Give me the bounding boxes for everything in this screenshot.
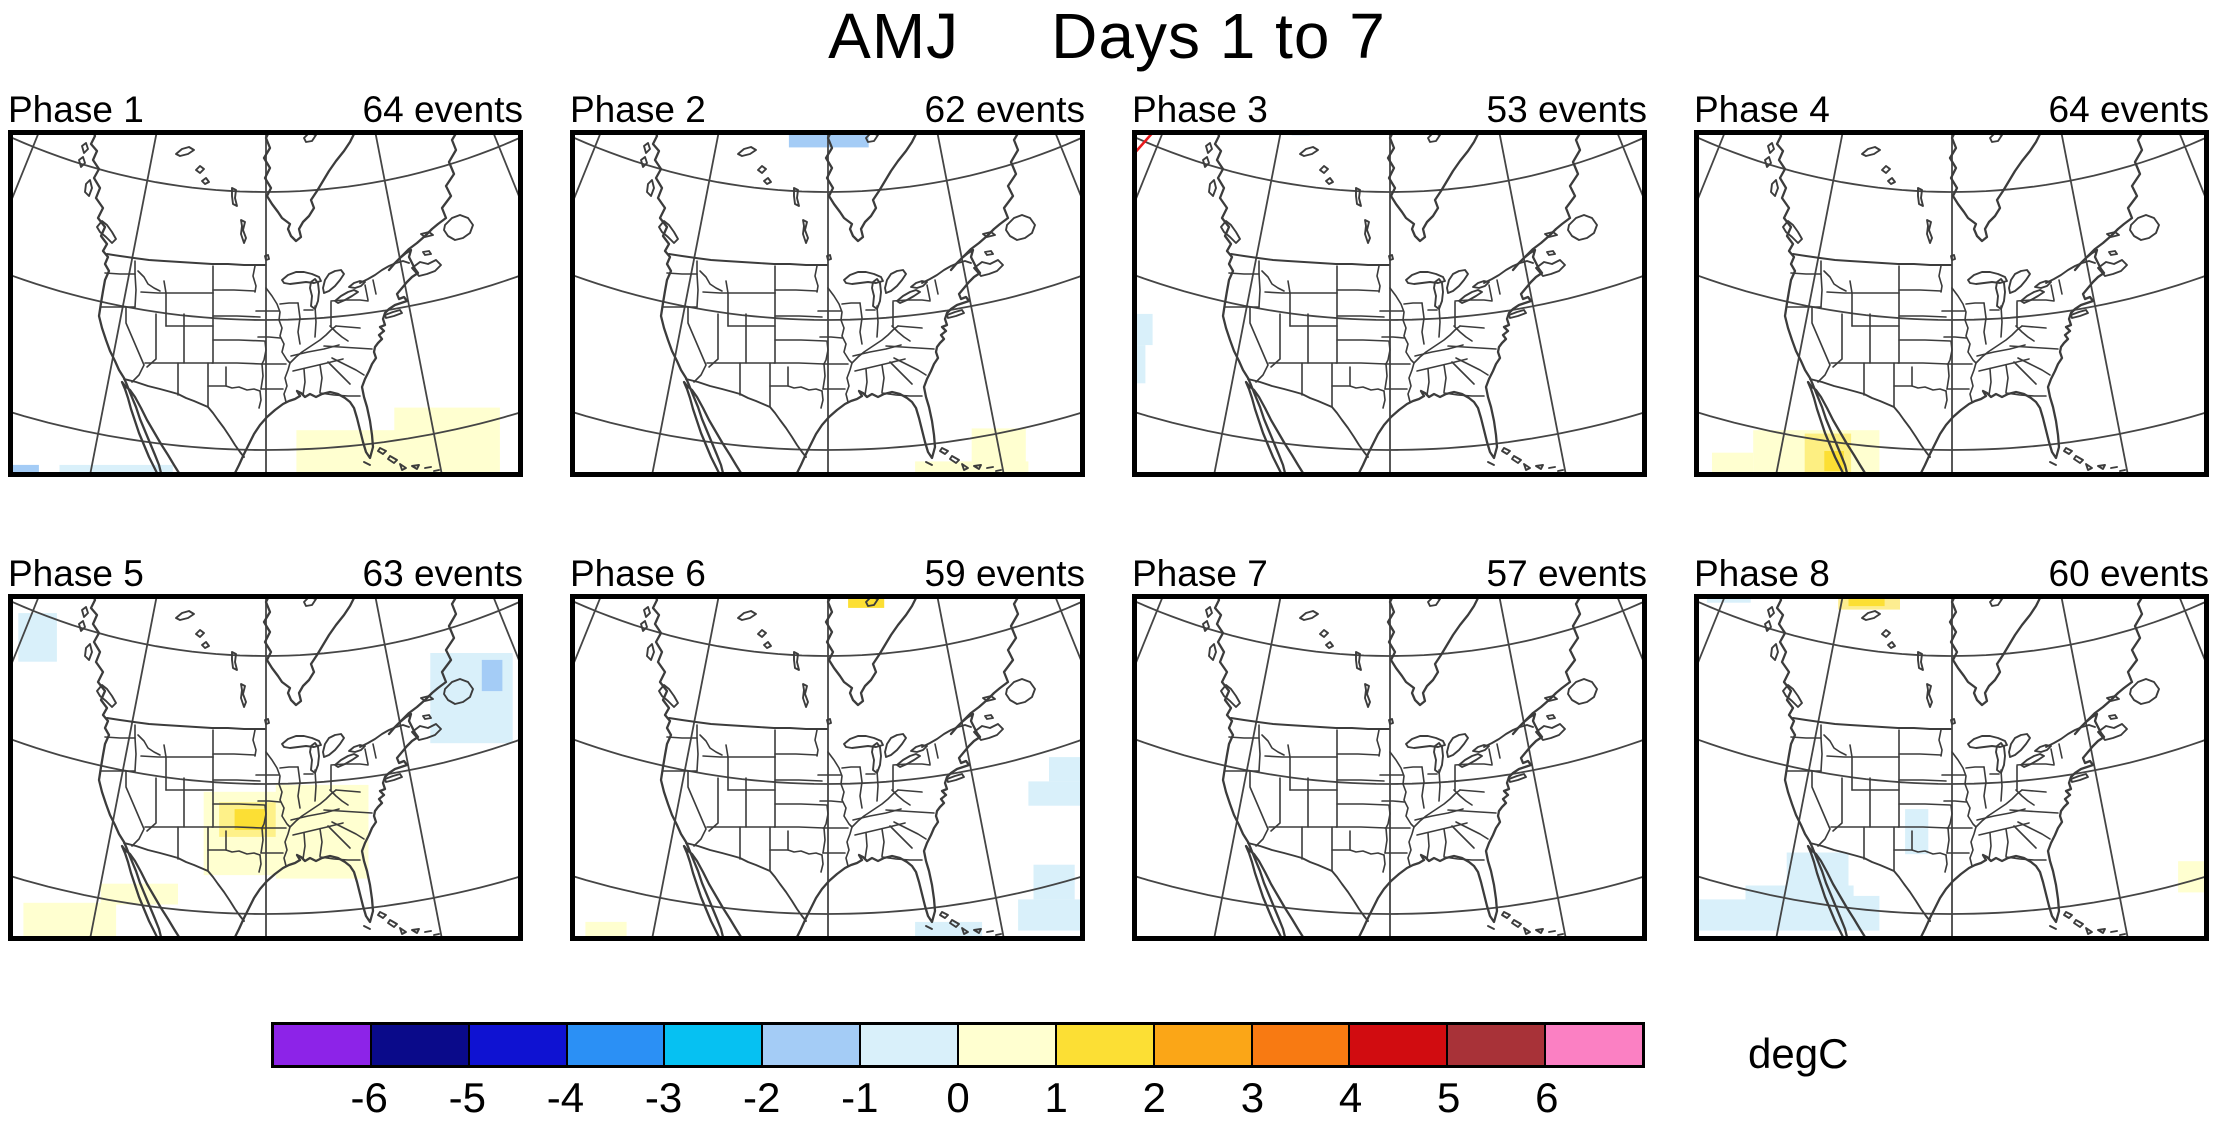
coastline-and-borders [1202,594,1598,941]
map-panel-phase-6: Phase 6 59 events [570,555,1085,941]
map-panel-phase-5: Phase 5 63 events [8,555,523,941]
panel-phase-label: Phase 2 [570,89,706,130]
colorbar-segment-12 [1446,1025,1545,1065]
colorbar-tick--2: -2 [743,1074,781,1121]
panel-phase-label: Phase 6 [570,553,706,594]
anomaly-patches [585,594,1085,940]
title-season: AMJ [828,0,960,72]
panel-header: Phase 4 64 events [1694,91,2209,129]
colorbar-tick--1: -1 [841,1074,879,1121]
colorbar-segment-10 [1250,1025,1349,1065]
panel-phase-label: Phase 8 [1694,553,1830,594]
colorbar-tick-4: 4 [1338,1074,1363,1121]
panel-phase-label: Phase 4 [1694,89,1830,130]
map-canvas [1132,130,1647,477]
graticule-lines [1132,594,1647,941]
colorbar-tick-0: 0 [946,1074,970,1121]
colorbar-tick-labels: -6 -5 -4 -3 -2 -1 0 1 2 3 4 5 6 [271,1074,1645,1121]
colorbar-segment-11 [1348,1025,1447,1065]
panel-header: Phase 6 59 events [570,555,1085,593]
colorbar-segment-3 [565,1025,664,1065]
colorbar-tick-5: 5 [1437,1074,1461,1121]
coastline-and-borders [78,130,474,477]
colorbar-segment-4 [663,1025,762,1065]
panel-events-label: 60 events [2048,553,2209,594]
graticule-lines [1694,130,2209,477]
panel-events-label: 63 events [362,553,523,594]
colorbar-segment-8 [1054,1025,1153,1065]
graticule-lines [1694,594,2209,941]
panel-events-label: 64 events [362,89,523,130]
colorbar-segment-5 [761,1025,860,1065]
map-panel-phase-3: Phase 3 53 events [1132,91,1647,477]
graticule-lines [1132,130,1647,477]
map-panel-phase-2: Phase 2 62 events [570,91,1085,477]
panel-header: Phase 1 64 events [8,91,523,129]
colorbar-segment-13 [1544,1025,1643,1065]
figure-title: AMJ Days 1 to 7 [0,0,2214,72]
panel-events-label: 59 events [924,553,1085,594]
coastline-and-borders [640,130,1036,477]
colorbar-unit-label: degC [1748,1030,1849,1077]
colorbar-tick-3: 3 [1240,1074,1265,1121]
panel-phase-label: Phase 5 [8,553,144,594]
graticule-lines [8,130,523,477]
panel-phase-label: Phase 7 [1132,553,1268,594]
map-canvas [570,130,1085,477]
coastline-and-borders [78,594,474,941]
map-canvas [1694,130,2209,477]
colorbar [271,1022,1645,1068]
title-period: Days 1 to 7 [1051,0,1386,72]
colorbar-segment-7 [957,1025,1055,1065]
colorbar-tick--4: -4 [546,1074,585,1121]
graticule-lines [8,594,523,941]
graticule-lines [570,594,1085,941]
panel-events-label: 57 events [1486,553,1647,594]
colorbar-tick-6: 6 [1535,1074,1559,1121]
map-canvas [570,594,1085,941]
panel-events-label: 62 events [924,89,1085,130]
map-canvas [8,594,523,941]
coastline-and-borders [1202,130,1598,477]
map-panel-phase-1: Phase 1 64 events [8,91,523,477]
colorbar-tick--5: -5 [448,1074,486,1121]
coastline-and-borders [1764,594,2160,941]
panel-events-label: 53 events [1486,89,1647,130]
colorbar-tick--6: -6 [350,1074,388,1121]
colorbar-segment-2 [467,1025,566,1065]
panel-header: Phase 8 60 events [1694,555,2209,593]
map-canvas [1132,594,1647,941]
panel-header: Phase 3 53 events [1132,91,1647,129]
panel-phase-label: Phase 1 [8,89,144,130]
colorbar-segment-9 [1152,1025,1251,1065]
colorbar-segment-6 [859,1025,958,1065]
colorbar-tick-2: 2 [1142,1074,1166,1121]
panel-header: Phase 7 57 events [1132,555,1647,593]
map-canvas [8,130,523,477]
colorbar-segment-1 [369,1025,468,1065]
map-panel-phase-4: Phase 4 64 events [1694,91,2209,477]
coastline-and-borders [1764,130,2160,477]
panel-header: Phase 2 62 events [570,91,1085,129]
map-canvas [1694,594,2209,941]
panel-events-label: 64 events [2048,89,2209,130]
coastline-and-borders [640,594,1036,941]
map-panel-phase-8: Phase 8 60 events [1694,555,2209,941]
panel-header: Phase 5 63 events [8,555,523,593]
colorbar-segment-0 [274,1025,370,1065]
graticule-lines [570,130,1085,477]
colorbar-tick-1: 1 [1044,1074,1068,1121]
colorbar-tick--3: -3 [644,1074,683,1121]
panel-phase-label: Phase 3 [1132,89,1268,130]
map-panel-phase-7: Phase 7 57 events [1132,555,1647,941]
